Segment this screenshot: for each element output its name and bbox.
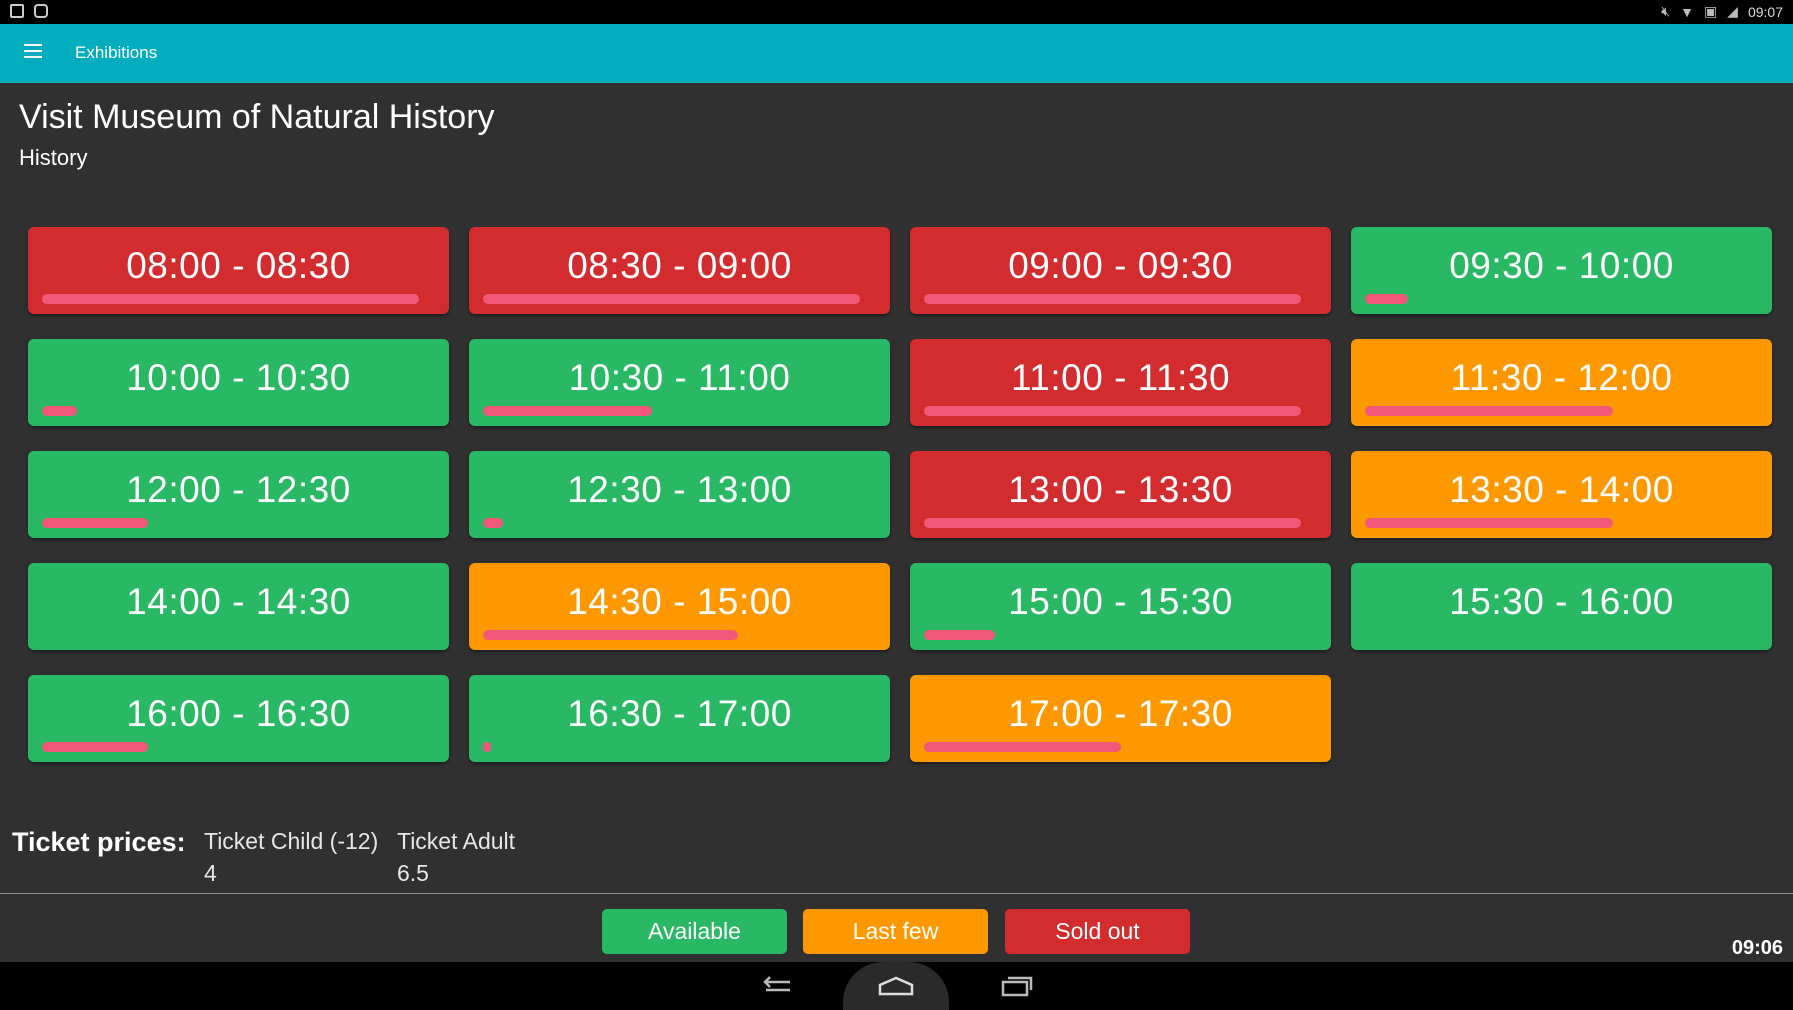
time-slot-label: 11:00 - 11:30: [1010, 357, 1231, 398]
screenshot-icon: [10, 4, 24, 18]
time-slot-label: 09:00 - 09:30: [1008, 245, 1233, 286]
time-slot-label: 13:00 - 13:30: [1008, 469, 1233, 510]
recents-button[interactable]: [1000, 974, 1034, 1003]
ticket-adult-price: Ticket Adult 6.5: [397, 825, 515, 889]
ticket-adult-name: Ticket Adult: [397, 828, 516, 854]
ticket-adult-value: 6.5: [397, 860, 429, 886]
booked-capacity-bar: [483, 406, 652, 416]
time-slot-button[interactable]: 09:00 - 09:30: [910, 227, 1331, 314]
booked-capacity-bar: [924, 742, 1121, 752]
back-icon: [763, 976, 790, 992]
time-slot-label: 15:30 - 16:00: [1449, 581, 1674, 622]
time-slot-button[interactable]: 14:30 - 15:00: [469, 563, 890, 650]
time-slot-button[interactable]: 13:30 - 14:00: [1351, 451, 1772, 538]
booked-capacity-bar: [924, 294, 1301, 304]
navigation-bar: [0, 962, 1793, 1010]
booked-capacity-bar: [924, 630, 995, 640]
time-slot-label: 16:00 - 16:30: [126, 693, 351, 734]
time-slot-label: 17:00 - 17:30: [1008, 693, 1233, 734]
menu-icon[interactable]: [24, 44, 44, 60]
network-icon: ▣: [1703, 3, 1718, 19]
back-button[interactable]: [760, 974, 794, 1003]
app-bar: Exhibitions: [0, 24, 1793, 83]
status-time: 09:07: [1747, 3, 1783, 20]
time-slot-label: 10:30 - 11:00: [568, 357, 791, 398]
booked-capacity-bar: [42, 518, 148, 528]
time-slot-button[interactable]: 12:30 - 13:00: [469, 451, 890, 538]
booked-capacity-bar: [1365, 294, 1408, 304]
time-slot-button[interactable]: 17:00 - 17:30: [910, 675, 1331, 762]
time-slot-button[interactable]: 15:30 - 16:00: [1351, 563, 1772, 650]
time-slot-label: 08:30 - 09:00: [567, 245, 792, 286]
time-slot-button[interactable]: 11:30 - 12:00: [1351, 339, 1772, 426]
legend-last-few: Last few: [803, 909, 988, 954]
home-button-highlight: [843, 962, 949, 1010]
booked-capacity-bar: [1365, 406, 1613, 416]
page-title: Visit Museum of Natural History: [19, 98, 495, 136]
booked-capacity-bar: [42, 406, 77, 416]
booked-capacity-bar: [924, 406, 1301, 416]
time-slot-label: 10:00 - 10:30: [126, 357, 351, 398]
booked-capacity-bar: [1365, 518, 1613, 528]
time-slot-label: 11:30 - 12:00: [1450, 357, 1673, 398]
app-title: Exhibitions: [75, 43, 158, 62]
booked-capacity-bar: [483, 294, 860, 304]
time-slot-label: 08:00 - 08:30: [126, 245, 351, 286]
time-slot-button[interactable]: 12:00 - 12:30: [28, 451, 449, 538]
wifi-icon: ▼: [1680, 3, 1694, 20]
booked-capacity-bar: [483, 630, 738, 640]
time-slot-button[interactable]: 08:00 - 08:30: [28, 227, 449, 314]
mute-icon: 🔇︎: [1661, 3, 1671, 19]
time-slot-button[interactable]: 14:00 - 14:30: [28, 563, 449, 650]
app-notification-icon: [34, 4, 48, 18]
page-subtitle: History: [19, 145, 88, 170]
home-button[interactable]: [877, 974, 915, 1003]
divider: [0, 893, 1793, 894]
time-slot-button[interactable]: 10:00 - 10:30: [28, 339, 449, 426]
booked-capacity-bar: [42, 742, 148, 752]
booked-capacity-bar: [483, 518, 503, 528]
time-slot-label: 14:00 - 14:30: [126, 581, 351, 622]
time-slot-label: 13:30 - 14:00: [1449, 469, 1674, 510]
time-slot-button[interactable]: 15:00 - 15:30: [910, 563, 1331, 650]
time-slot-button[interactable]: 13:00 - 13:30: [910, 451, 1331, 538]
status-bar: 🔇︎ ▼ ▣ ◢ 09:07: [0, 0, 1793, 24]
ticket-prices-label: Ticket prices:: [12, 827, 186, 857]
ticket-child-price: Ticket Child (-12) 4: [204, 825, 378, 889]
clock: 09:06: [1731, 937, 1783, 959]
home-icon: [878, 976, 914, 996]
time-slot-button[interactable]: 09:30 - 10:00: [1351, 227, 1772, 314]
time-slot-button[interactable]: 08:30 - 09:00: [469, 227, 890, 314]
time-slot-label: 16:30 - 17:00: [567, 693, 792, 734]
recents-icon: [1001, 976, 1033, 997]
ticket-child-name: Ticket Child (-12): [204, 828, 379, 854]
time-slot-button[interactable]: 16:30 - 17:00: [469, 675, 890, 762]
legend-sold-out: Sold out: [1005, 909, 1190, 954]
legend-available: Available: [602, 909, 787, 954]
time-slot-label: 15:00 - 15:30: [1008, 581, 1233, 622]
ticket-child-value: 4: [204, 860, 217, 886]
time-slot-button[interactable]: 16:00 - 16:30: [28, 675, 449, 762]
time-slot-label: 12:30 - 13:00: [567, 469, 792, 510]
booked-capacity-bar: [924, 518, 1301, 528]
booked-capacity-bar: [42, 294, 419, 304]
signal-icon: ◢: [1727, 3, 1738, 19]
time-slot-button[interactable]: 10:30 - 11:00: [469, 339, 890, 426]
time-slot-label: 14:30 - 15:00: [567, 581, 792, 622]
time-slot-label: 12:00 - 12:30: [126, 469, 351, 510]
booked-capacity-bar: [483, 742, 491, 752]
time-slot-label: 09:30 - 10:00: [1449, 245, 1674, 286]
time-slot-button[interactable]: 11:00 - 11:30: [910, 339, 1331, 426]
